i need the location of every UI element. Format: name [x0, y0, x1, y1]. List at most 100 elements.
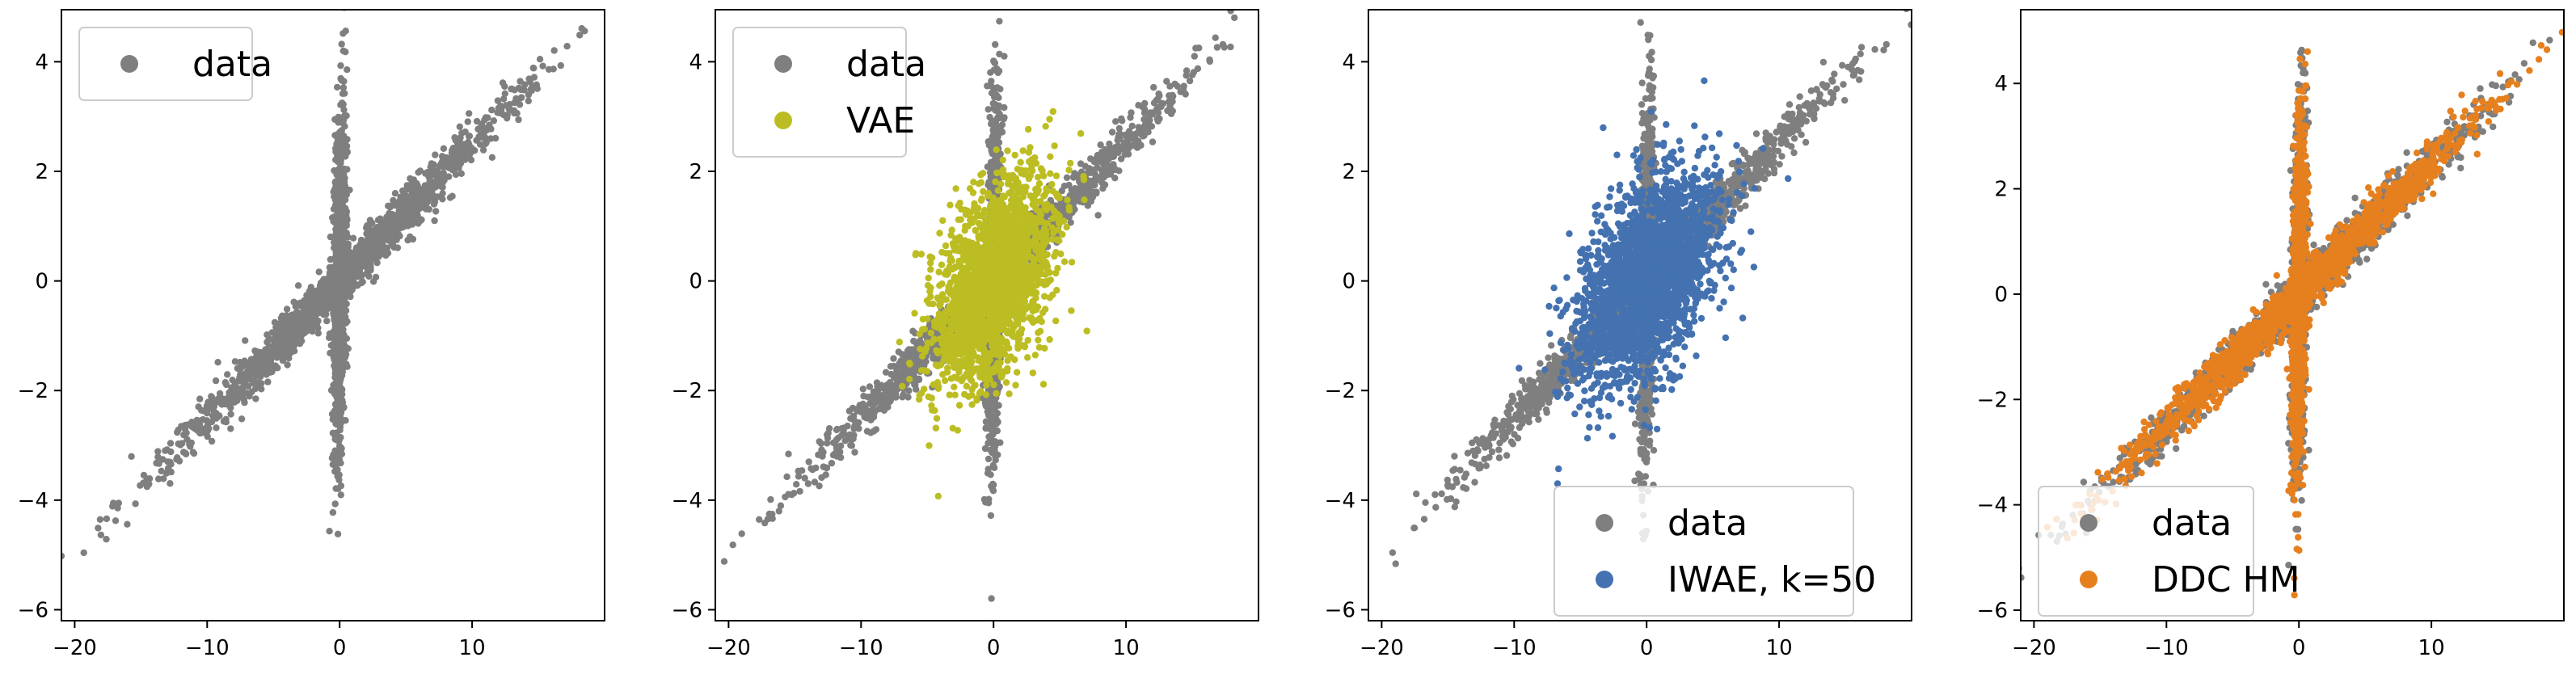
data-point	[1090, 158, 1098, 166]
data-point	[1219, 40, 1227, 48]
data-point	[334, 466, 341, 474]
data-point	[264, 378, 272, 386]
data-point	[466, 133, 473, 140]
data-point	[1084, 202, 1092, 209]
data-point	[80, 549, 87, 557]
data-point	[557, 61, 564, 70]
data-point	[1118, 155, 1125, 162]
data-point	[335, 407, 343, 415]
data-point	[1071, 185, 1079, 192]
data-point	[110, 499, 117, 507]
data-point	[499, 79, 507, 86]
data-point	[1128, 122, 1136, 130]
data-point	[1194, 65, 1202, 73]
data-point	[365, 255, 372, 262]
data-point	[339, 30, 347, 37]
data-point	[236, 366, 243, 373]
data-point	[337, 264, 345, 272]
data-point	[1231, 14, 1238, 22]
data-point	[408, 200, 416, 207]
data-point	[153, 459, 160, 467]
data-point	[181, 425, 189, 433]
data-point	[339, 213, 346, 221]
data-point	[899, 394, 906, 401]
y-tick-label: −6	[18, 598, 48, 622]
data-point	[207, 401, 214, 409]
data-point	[427, 177, 434, 184]
data-point	[981, 445, 989, 453]
data-point	[788, 491, 795, 499]
data-point	[483, 126, 491, 133]
data-point	[521, 86, 528, 94]
data-point	[336, 129, 344, 136]
data-point	[332, 386, 340, 394]
data-point	[332, 485, 339, 492]
plot-area	[720, 1, 1265, 602]
data-point	[1067, 219, 1074, 226]
data-point	[1099, 148, 1107, 155]
data-point	[576, 32, 584, 39]
data-point	[820, 463, 827, 470]
data-point	[989, 461, 997, 469]
data-point	[859, 400, 866, 407]
data-point	[515, 116, 522, 124]
data-point	[501, 90, 508, 98]
data-point	[476, 141, 484, 148]
data-point	[313, 288, 321, 295]
data-point	[331, 213, 338, 221]
data-point	[835, 434, 842, 441]
data-point	[563, 43, 571, 50]
data-point	[432, 208, 440, 215]
data-point	[314, 324, 322, 331]
data-point	[1258, 1, 1265, 7]
data-point	[314, 299, 322, 306]
data-point	[386, 212, 394, 220]
data-point	[859, 386, 867, 393]
data-point	[155, 475, 162, 482]
data-point	[395, 207, 403, 215]
data-point	[331, 186, 339, 193]
data-point	[445, 158, 453, 165]
y-tick-label: −4	[18, 489, 48, 513]
data-point	[432, 151, 439, 158]
data-point	[404, 236, 411, 244]
data-point	[336, 427, 344, 434]
data-point	[363, 261, 370, 269]
data-point	[511, 99, 518, 107]
data-point	[222, 381, 230, 389]
data-point	[994, 451, 1001, 458]
data-point	[331, 196, 339, 204]
data-point	[874, 383, 881, 390]
data-point	[286, 323, 293, 331]
data-point	[1094, 164, 1101, 171]
data-point	[435, 178, 442, 185]
data-point	[989, 117, 996, 124]
data-point	[337, 74, 344, 82]
data-point	[355, 262, 362, 269]
data-point	[255, 379, 262, 386]
data-point	[495, 104, 502, 112]
data-point	[341, 90, 348, 97]
data-point	[268, 368, 276, 376]
data-point	[793, 481, 800, 488]
data-point	[1189, 71, 1196, 78]
data-point	[363, 270, 370, 277]
data-point	[334, 83, 341, 91]
data-point	[308, 324, 316, 331]
data-point	[228, 398, 235, 405]
data-point	[337, 245, 344, 252]
data-point	[315, 268, 323, 276]
data-point	[997, 86, 1004, 93]
data-point	[464, 118, 471, 125]
data-point	[988, 78, 995, 85]
data-point	[1112, 118, 1119, 125]
data-point	[368, 233, 376, 240]
data-point	[904, 368, 911, 376]
data-point	[419, 204, 426, 211]
data-point	[337, 445, 345, 452]
data-point	[159, 456, 167, 463]
data-point	[720, 558, 728, 565]
data-point	[137, 482, 144, 489]
data-point	[344, 66, 351, 74]
data-point	[242, 337, 249, 344]
